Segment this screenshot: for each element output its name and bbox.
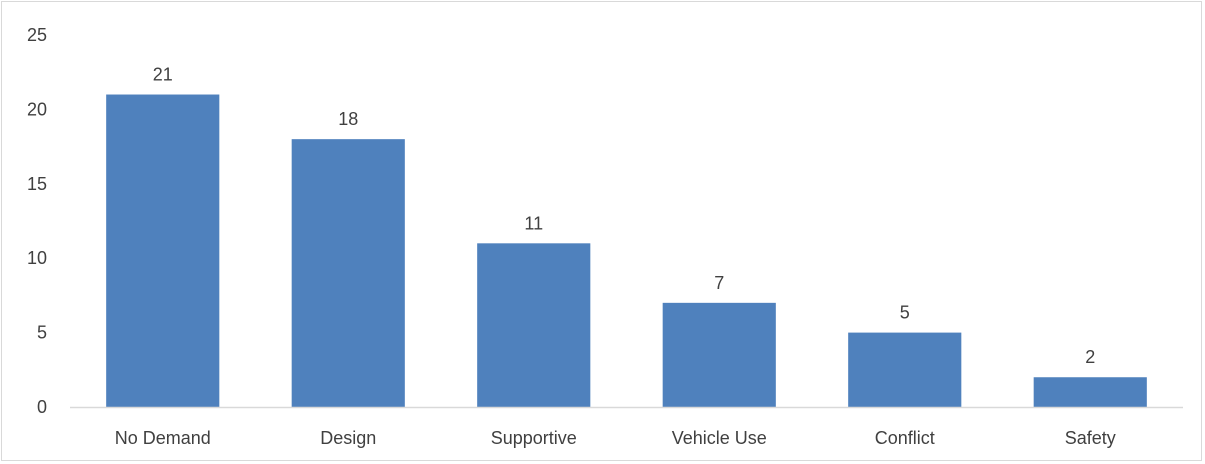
data-labels: 21 18 11 7 5 2 — [153, 65, 1096, 368]
x-tick-label: Vehicle Use — [672, 428, 767, 448]
bar — [848, 332, 962, 407]
y-tick-label: 5 — [37, 323, 47, 343]
data-label: 2 — [1085, 347, 1095, 367]
x-tick-label: Design — [320, 428, 376, 448]
bar — [477, 243, 591, 407]
data-label: 5 — [900, 303, 910, 323]
data-label: 11 — [524, 213, 543, 233]
x-tick-label: No Demand — [115, 428, 211, 448]
y-tick-label: 15 — [27, 174, 47, 194]
data-label: 21 — [153, 65, 173, 85]
y-tick-label: 0 — [37, 397, 47, 417]
x-axis-ticks: No Demand Design Supportive Vehicle Use Conf… — [115, 428, 1116, 448]
bar — [106, 94, 220, 408]
bars — [106, 94, 1147, 408]
y-tick-label: 20 — [27, 99, 47, 119]
bar — [662, 302, 776, 407]
y-tick-label: 10 — [27, 248, 47, 268]
bar — [1033, 377, 1147, 407]
x-tick-label: Conflict — [875, 428, 935, 448]
y-axis-ticks: 0 5 10 15 20 25 — [27, 25, 47, 417]
data-label: 18 — [338, 109, 358, 129]
x-tick-label: Safety — [1065, 428, 1116, 448]
bar — [291, 139, 405, 407]
data-label: 7 — [714, 273, 724, 293]
x-tick-label: Supportive — [491, 428, 577, 448]
y-tick-label: 25 — [27, 25, 47, 45]
